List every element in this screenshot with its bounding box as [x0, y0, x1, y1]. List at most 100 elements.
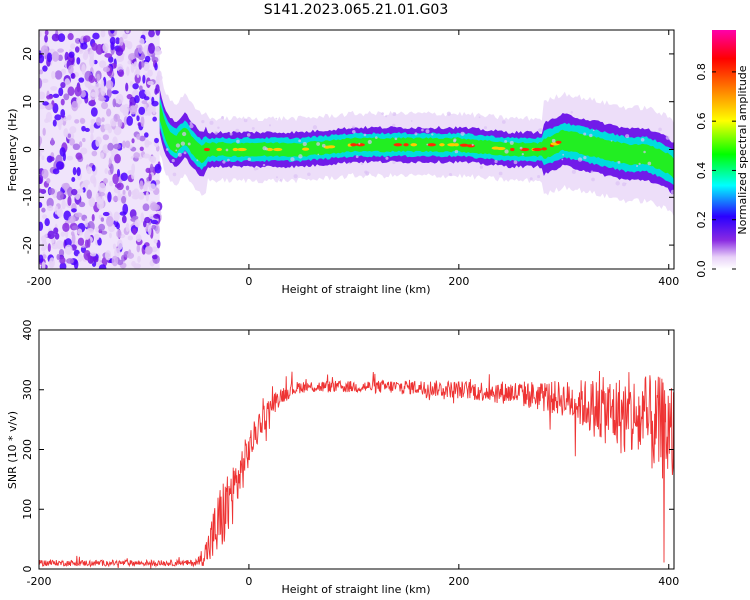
noise-blob	[83, 179, 90, 186]
noise-blob	[151, 100, 159, 107]
ridge-speckle	[478, 116, 481, 119]
noise-blob	[143, 61, 150, 72]
ridge-speckle	[504, 149, 509, 154]
noise-blob	[126, 66, 130, 76]
noise-blob	[42, 78, 49, 84]
noise-blob	[46, 95, 53, 100]
noise-blob	[143, 96, 150, 101]
ridge-peak	[327, 145, 336, 149]
noise-blob	[95, 43, 104, 55]
ridge-speckle	[381, 112, 384, 115]
noise-blob	[111, 255, 119, 267]
noise-blob	[77, 188, 84, 193]
noise-blob	[121, 195, 127, 204]
noise-blob	[107, 191, 112, 203]
noise-blob	[110, 30, 115, 34]
noise-blob	[61, 182, 70, 190]
noise-blob	[125, 82, 129, 92]
ridge-speckle	[351, 129, 356, 134]
noise-blob	[116, 239, 123, 251]
noise-blob	[60, 81, 66, 89]
colorbar-gradient	[712, 30, 736, 269]
noise-blob	[100, 217, 105, 222]
noise-blob	[51, 51, 60, 62]
ridge-speckle	[592, 129, 595, 132]
noise-blob	[106, 87, 112, 99]
noise-blob	[148, 173, 152, 182]
ridge-speckle	[562, 153, 565, 156]
noise-blob	[105, 80, 114, 90]
noise-blob	[155, 224, 160, 235]
ridge-speckle	[227, 158, 230, 162]
page-title: S141.2023.065.21.01.G03	[264, 2, 449, 18]
ridge-speckle	[640, 137, 645, 142]
x-tick-label: 200	[448, 575, 469, 588]
ridge-peak	[496, 146, 506, 151]
colorbar-label: Normalized spectral amplitude	[736, 65, 749, 234]
noise-blob	[60, 68, 67, 75]
y-tick-label: 100	[21, 499, 34, 520]
snr-y-label: SNR (10 * v/v)	[6, 411, 19, 489]
noise-blob	[62, 222, 70, 232]
ridge-peak	[232, 147, 239, 152]
ridge-peak	[439, 143, 445, 147]
y-tick-label: -20	[21, 236, 34, 254]
noise-blob	[100, 152, 105, 159]
noise-blob	[91, 164, 96, 172]
noise-blob	[135, 234, 142, 243]
noise-blob	[39, 31, 42, 38]
noise-blob	[77, 253, 83, 262]
colorbar-tick-label: 0.0	[695, 260, 708, 278]
noise-blob	[119, 211, 127, 216]
noise-blob	[109, 163, 114, 175]
ridge-speckle	[209, 120, 214, 125]
ridge-speckle	[647, 161, 652, 166]
noise-blob	[93, 256, 99, 263]
ridge-speckle	[321, 143, 326, 148]
noise-blob	[128, 249, 132, 257]
noise-blob	[141, 100, 148, 105]
x-tick-label: -200	[27, 275, 52, 288]
noise-blob	[90, 119, 96, 124]
noise-blob	[129, 81, 134, 87]
noise-blob	[104, 53, 113, 58]
noise-blob	[116, 259, 124, 266]
noise-blob	[49, 156, 55, 162]
noise-blob	[125, 140, 131, 149]
noise-blob	[66, 114, 72, 121]
noise-blob	[57, 33, 66, 43]
noise-blob	[108, 56, 114, 63]
noise-blob	[68, 51, 75, 58]
noise-blob	[81, 125, 86, 132]
noise-blob	[125, 222, 130, 233]
ridge-speckle	[583, 132, 587, 136]
noise-blob	[142, 74, 146, 84]
y-tick-label: 0	[21, 146, 34, 153]
ridge-peak	[410, 143, 418, 147]
noise-blob	[70, 43, 76, 50]
noise-blob	[151, 254, 158, 260]
noise-blob	[121, 215, 127, 224]
noise-blob	[80, 90, 86, 98]
noise-blob	[153, 239, 158, 244]
ridge-speckle	[638, 162, 641, 165]
noise-blob	[122, 140, 126, 149]
noise-blob	[112, 243, 117, 250]
noise-blob	[109, 180, 114, 187]
noise-blob	[109, 36, 116, 45]
noise-blob	[91, 150, 98, 157]
noise-blob	[146, 80, 154, 86]
noise-blob	[71, 208, 77, 213]
noise-blob	[139, 135, 146, 142]
noise-blob	[59, 262, 67, 269]
ridge-speckle	[577, 157, 583, 162]
ridge-speckle	[425, 129, 430, 134]
noise-blob	[119, 36, 124, 46]
noise-blob	[131, 260, 136, 267]
noise-blob	[127, 53, 134, 61]
noise-blob	[54, 205, 59, 215]
noise-blob	[47, 230, 55, 240]
y-tick-label: 0	[21, 566, 34, 573]
ridge-speckle	[182, 131, 187, 137]
noise-blob	[114, 153, 121, 164]
